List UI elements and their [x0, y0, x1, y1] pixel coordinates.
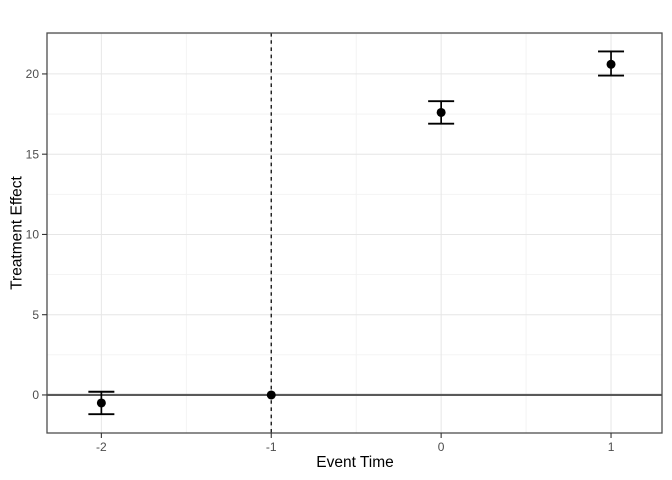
data-point	[606, 59, 616, 69]
x-tick-label: 0	[438, 440, 445, 454]
data-point	[96, 398, 106, 408]
data-point	[436, 107, 446, 117]
y-tick-label: 0	[32, 388, 39, 402]
y-tick-label: 20	[26, 67, 40, 81]
x-tick-label: -1	[266, 440, 277, 454]
x-tick-label: -2	[96, 440, 107, 454]
panel-background	[47, 33, 662, 433]
gridlines-minor	[47, 33, 662, 433]
y-tick-label: 5	[32, 308, 39, 322]
panel-border	[46, 32, 663, 434]
y-tick-label: 15	[26, 147, 40, 161]
y-tick-label: 10	[26, 228, 40, 242]
data-point	[266, 390, 276, 400]
y-axis-title: Treatment Effect	[8, 176, 26, 290]
x-tick-label: 1	[608, 440, 615, 454]
x-axis-title: Event Time	[316, 454, 394, 471]
